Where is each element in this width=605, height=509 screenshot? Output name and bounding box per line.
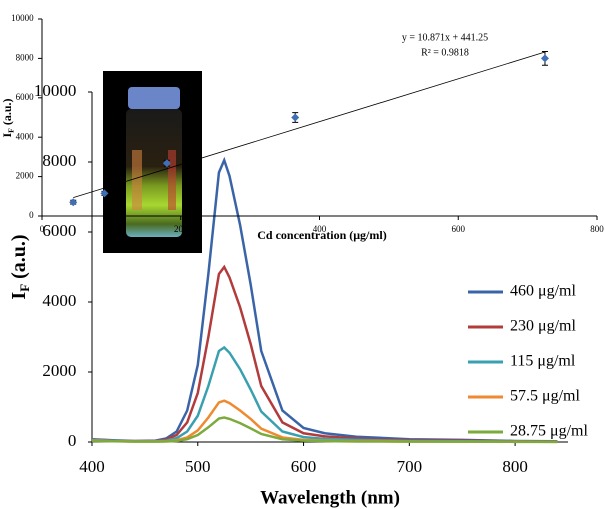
y-tick-label: 2000 — [16, 171, 35, 181]
annotation: R² = 0.9818 — [421, 47, 469, 58]
y-tick-label: 10000 — [11, 13, 34, 23]
x-tick-label: 600 — [452, 224, 466, 234]
annotation: y = 10.871x + 441.25 — [402, 32, 488, 43]
y-axis-label-main: I — [8, 292, 30, 300]
data-point — [540, 54, 549, 63]
y-axis-label: IF (a.u.) — [0, 98, 15, 137]
x-axis-label: Cd concentration (μg/ml) — [257, 228, 386, 242]
x-tick-label: 800 — [502, 457, 528, 476]
y-axis-label-rest: (a.u.) — [0, 98, 14, 128]
x-tick-label: 400 — [313, 224, 327, 234]
x-tick-label: 400 — [79, 457, 105, 476]
y-tick-label: 4000 — [16, 131, 35, 141]
y-tick-label: 6000 — [16, 92, 35, 102]
y-axis-label: IF (a.u.) — [8, 234, 32, 299]
x-axis-label: Wavelength (nm) — [260, 487, 400, 508]
y-axis-label-sub: F — [17, 284, 32, 292]
x-tick-label: 800 — [590, 224, 604, 234]
y-tick-label: 8000 — [16, 52, 35, 62]
legend-label: 57.5 μg/ml — [510, 388, 580, 405]
legend-label: 230 μg/ml — [510, 318, 576, 335]
x-tick-label: 200 — [174, 224, 188, 234]
x-tick-label: 700 — [397, 457, 423, 476]
data-point — [291, 113, 300, 122]
data-point — [69, 198, 78, 207]
data-point — [162, 159, 171, 168]
y-tick-label: 6000 — [42, 221, 76, 240]
trendline — [73, 51, 546, 199]
legend-label: 28.75 μg/ml — [510, 423, 588, 440]
y-axis-label-sub: F — [6, 128, 15, 133]
y-tick-label: 0 — [68, 431, 77, 450]
y-axis-label-main: I — [0, 133, 14, 138]
y-tick-label: 10000 — [34, 81, 77, 100]
y-tick-label: 0 — [29, 210, 34, 220]
data-point — [100, 189, 109, 198]
y-tick-label: 8000 — [42, 151, 76, 170]
x-tick-label: 600 — [291, 457, 317, 476]
series-line — [91, 416, 558, 444]
y-tick-label: 2000 — [42, 361, 76, 380]
legend-label: 115 μg/ml — [510, 353, 576, 370]
legend-label: 460 μg/ml — [510, 283, 576, 300]
y-axis-label-rest: (a.u.) — [8, 234, 30, 283]
x-tick-label: 0 — [40, 224, 45, 234]
x-tick-label: 500 — [185, 457, 211, 476]
y-tick-label: 4000 — [42, 291, 76, 310]
vial-photo — [103, 71, 202, 253]
